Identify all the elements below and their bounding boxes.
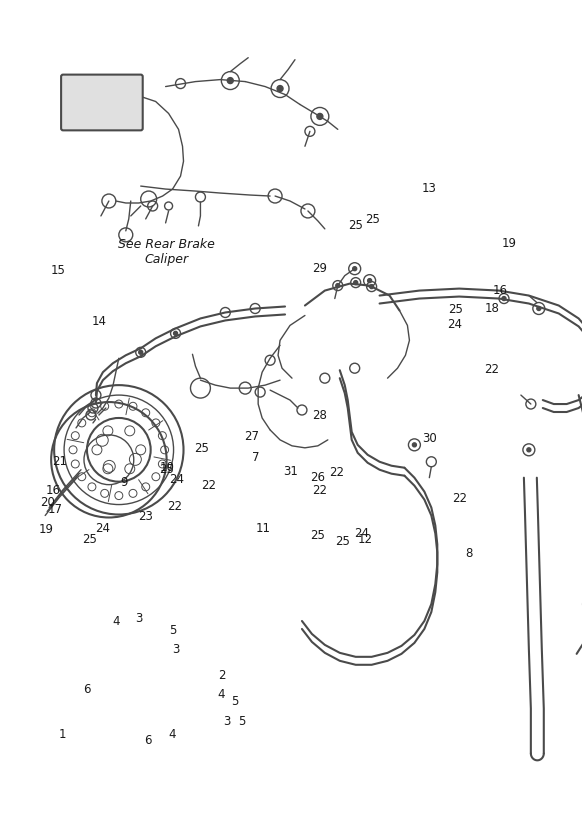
- Circle shape: [368, 279, 371, 283]
- Text: 22: 22: [452, 493, 467, 505]
- Text: 10: 10: [159, 461, 174, 475]
- Text: 21: 21: [52, 455, 67, 468]
- Text: 25: 25: [159, 463, 174, 476]
- Circle shape: [62, 102, 76, 116]
- Circle shape: [336, 283, 340, 288]
- Circle shape: [62, 88, 76, 102]
- Circle shape: [317, 114, 323, 119]
- Text: 8: 8: [465, 546, 473, 559]
- Text: 19: 19: [502, 236, 517, 250]
- Text: 16: 16: [493, 284, 508, 297]
- Circle shape: [527, 447, 531, 452]
- Circle shape: [537, 307, 541, 311]
- Text: 25: 25: [194, 442, 209, 456]
- Text: 24: 24: [448, 318, 463, 330]
- Text: 24: 24: [96, 522, 110, 535]
- Text: 25: 25: [366, 213, 380, 226]
- Text: 31: 31: [283, 465, 298, 478]
- Text: 7: 7: [252, 452, 259, 465]
- Circle shape: [370, 284, 374, 288]
- Circle shape: [139, 350, 143, 354]
- Text: 9: 9: [121, 476, 128, 489]
- Text: 25: 25: [348, 218, 363, 232]
- Text: 30: 30: [422, 432, 437, 445]
- Circle shape: [227, 77, 233, 83]
- Text: 17: 17: [47, 503, 62, 516]
- Text: 22: 22: [484, 363, 499, 376]
- Text: 22: 22: [202, 480, 217, 492]
- Text: 5: 5: [169, 624, 176, 637]
- Text: 1: 1: [58, 728, 66, 741]
- Text: 24: 24: [354, 527, 368, 540]
- Circle shape: [353, 267, 357, 270]
- Text: 29: 29: [312, 262, 327, 275]
- Text: 25: 25: [82, 532, 97, 545]
- Circle shape: [277, 86, 283, 91]
- Text: 25: 25: [335, 535, 350, 548]
- Text: 18: 18: [484, 302, 499, 315]
- Text: 22: 22: [312, 485, 327, 497]
- Text: 6: 6: [144, 733, 152, 747]
- Text: 4: 4: [169, 728, 176, 741]
- Text: 16: 16: [46, 485, 61, 497]
- Circle shape: [502, 297, 506, 301]
- Text: 22: 22: [167, 500, 182, 513]
- Text: 4: 4: [113, 616, 120, 629]
- Text: 5: 5: [231, 695, 238, 708]
- Text: 14: 14: [92, 316, 106, 328]
- Text: 11: 11: [256, 522, 271, 535]
- Text: 5: 5: [238, 714, 246, 728]
- Text: 25: 25: [448, 303, 462, 316]
- Text: 3: 3: [135, 612, 143, 625]
- Text: 13: 13: [422, 182, 437, 195]
- Circle shape: [174, 331, 178, 335]
- Circle shape: [354, 281, 358, 284]
- Circle shape: [412, 442, 416, 447]
- Text: 19: 19: [39, 522, 54, 536]
- Text: See Rear Brake
Caliper: See Rear Brake Caliper: [118, 238, 215, 266]
- Text: 12: 12: [358, 533, 373, 546]
- Text: 28: 28: [312, 409, 327, 422]
- Text: 23: 23: [138, 511, 153, 523]
- Text: 4: 4: [217, 688, 224, 701]
- Text: 2: 2: [218, 669, 226, 681]
- Text: 3: 3: [223, 715, 230, 728]
- Text: 6: 6: [83, 683, 91, 695]
- Text: 15: 15: [51, 264, 66, 277]
- Text: 26: 26: [310, 471, 325, 485]
- Text: 25: 25: [310, 528, 325, 541]
- Text: 22: 22: [329, 466, 344, 480]
- Text: 3: 3: [172, 643, 179, 656]
- FancyBboxPatch shape: [61, 75, 143, 130]
- Text: 20: 20: [40, 496, 55, 508]
- Text: 27: 27: [244, 430, 259, 443]
- Text: 24: 24: [169, 473, 184, 485]
